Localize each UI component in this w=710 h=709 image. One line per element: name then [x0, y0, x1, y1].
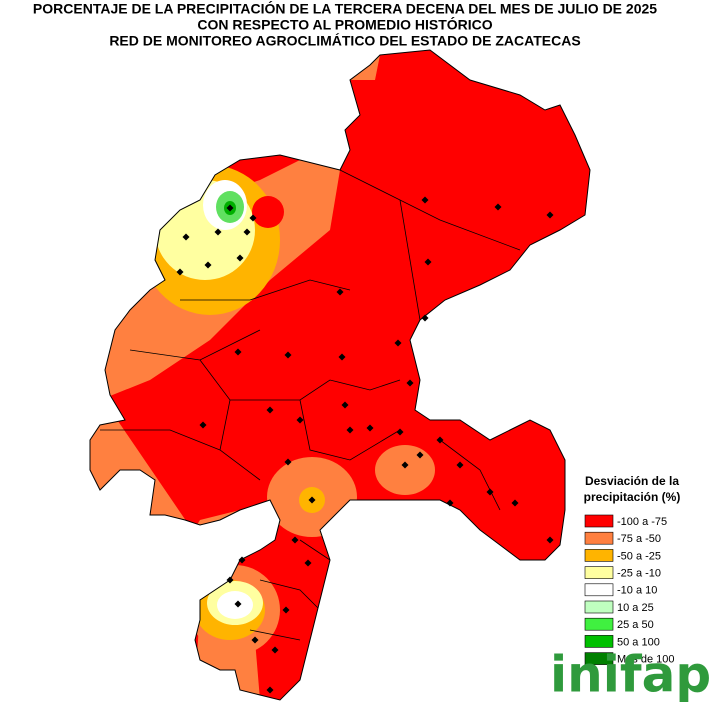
station — [199, 421, 207, 429]
zone — [252, 196, 284, 228]
station — [234, 600, 242, 608]
station — [304, 559, 312, 567]
legend-swatch — [584, 514, 614, 528]
station — [249, 214, 257, 222]
station — [266, 406, 274, 414]
station — [346, 426, 354, 434]
station — [494, 203, 502, 211]
station — [546, 211, 554, 219]
station — [511, 499, 519, 507]
station — [338, 353, 346, 361]
station — [421, 314, 429, 322]
station — [341, 401, 349, 409]
legend-label: -100 a -75 — [617, 516, 667, 528]
logo: inifap — [550, 646, 710, 704]
municipal-borders — [100, 169, 521, 641]
station — [336, 288, 344, 296]
station — [214, 228, 222, 236]
station — [251, 636, 259, 644]
zone — [217, 591, 253, 619]
station — [226, 204, 234, 212]
station — [284, 458, 292, 466]
legend-label: Más de 100 — [617, 654, 674, 666]
zone — [375, 445, 435, 495]
legend-swatch — [584, 583, 614, 597]
station — [182, 233, 190, 241]
legend-title: Desviación de la — [585, 474, 679, 488]
station — [396, 428, 404, 436]
station — [401, 461, 409, 469]
station — [308, 496, 316, 504]
legend-swatch — [584, 617, 614, 631]
legend-swatch — [584, 549, 614, 562]
station — [366, 424, 374, 432]
station — [416, 451, 424, 459]
legend-swatch — [584, 531, 614, 545]
state-outline — [89, 49, 591, 701]
title-line: CON RESPECTO AL PROMEDIO HISTÓRICO — [197, 16, 492, 33]
station — [282, 606, 290, 614]
legend-label: 25 a 50 — [617, 619, 654, 631]
legend-label: 50 a 100 — [617, 636, 660, 648]
station — [456, 461, 464, 469]
station — [204, 261, 212, 269]
legend-label: -10 a 10 — [617, 585, 657, 597]
station — [266, 686, 274, 694]
station — [446, 499, 454, 507]
legend-label: -25 a -10 — [617, 568, 661, 580]
legend-swatch — [584, 652, 614, 665]
legend-label: -75 a -50 — [617, 533, 661, 545]
legend-title: precipitación (%) — [584, 490, 681, 504]
station — [176, 268, 184, 276]
station — [296, 416, 304, 424]
stations — [176, 196, 554, 694]
station — [436, 436, 444, 444]
station — [486, 488, 494, 496]
station — [421, 196, 429, 204]
legend: Desviación de la precipitación (%) -100 … — [584, 474, 681, 665]
station — [226, 576, 234, 584]
legend-label: 10 a 25 — [617, 602, 654, 614]
station — [236, 254, 244, 262]
title-line: RED DE MONITOREO AGROCLIMÁTICO DEL ESTAD… — [109, 33, 580, 49]
station — [234, 348, 242, 356]
title: PORCENTAJE DE LA PRECIPITACIÓN DE LA TER… — [33, 0, 657, 49]
station — [546, 536, 554, 544]
station — [424, 258, 432, 266]
station — [394, 339, 402, 347]
legend-label: -50 a -25 — [617, 550, 661, 562]
legend-swatch — [584, 600, 614, 614]
zone — [345, 55, 380, 80]
station — [238, 556, 246, 564]
station — [291, 536, 299, 544]
title-line: PORCENTAJE DE LA PRECIPITACIÓN DE LA TER… — [33, 0, 657, 17]
station — [271, 646, 279, 654]
station — [243, 228, 251, 236]
station — [406, 379, 414, 387]
legend-swatch — [584, 635, 614, 648]
station — [284, 351, 292, 359]
legend-swatch — [584, 566, 614, 579]
